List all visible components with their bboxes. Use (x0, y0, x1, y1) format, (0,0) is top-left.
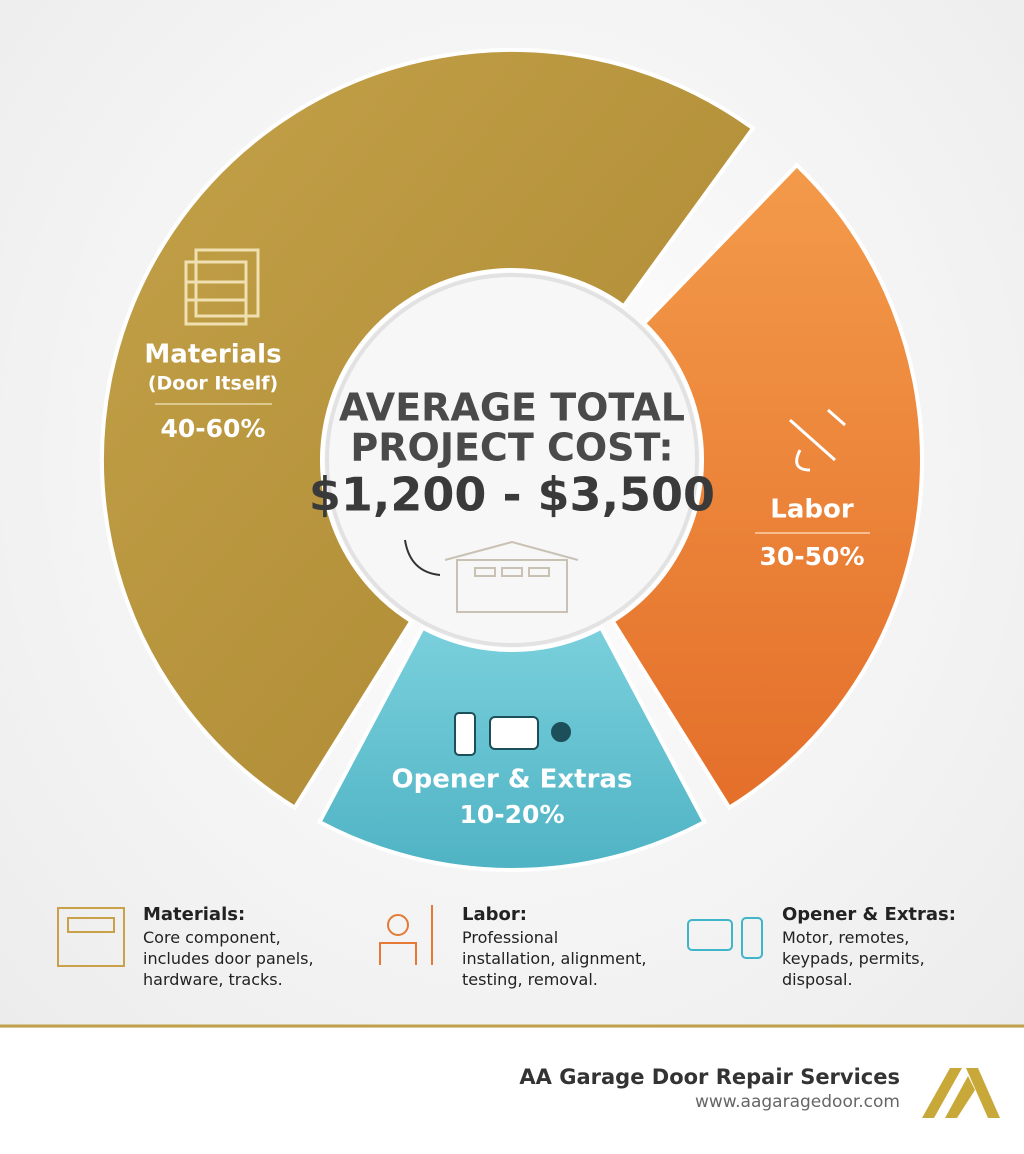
window (528, 567, 550, 577)
door (456, 559, 568, 613)
donut-segment (609, 162, 924, 811)
window (501, 567, 523, 577)
legend-icon (687, 917, 763, 959)
legend-text: disposal. (782, 970, 853, 989)
center-cost: $1,200 - $3,500 (309, 468, 715, 522)
segment-label: Labor (770, 495, 854, 525)
logo-stroke (966, 1068, 1000, 1118)
plus (551, 722, 571, 742)
legend-title: Opener & Extras: (782, 904, 956, 925)
legend-text: Motor, remotes, (782, 928, 909, 947)
legend-icon (379, 905, 433, 965)
legend-text: Professional (462, 928, 558, 947)
segment-share: 30-50% (759, 542, 864, 571)
segment-label: Opener & Extras (392, 765, 633, 795)
footer-bg (0, 1028, 1024, 1154)
materials-icon (184, 248, 260, 326)
legend-icon (57, 907, 125, 967)
donut-segment (100, 48, 756, 811)
center-title: PROJECT COST: (350, 426, 673, 470)
donut (100, 48, 924, 872)
window (474, 567, 496, 577)
logo-stroke (922, 1068, 962, 1118)
segment-share: 10-20% (459, 800, 564, 829)
segment-share: 40-60% (160, 414, 265, 443)
center-disc (325, 273, 699, 647)
remote (741, 917, 763, 959)
legend-text: hardware, tracks. (143, 970, 283, 989)
legend-text: includes door panels, (143, 949, 314, 968)
logo (922, 1068, 1000, 1118)
arrow (404, 539, 441, 576)
roof (444, 540, 579, 561)
panel (184, 260, 248, 326)
legend-title: Materials: (143, 904, 245, 925)
legend-text: Core component, (143, 928, 281, 947)
remote (454, 712, 476, 756)
segment-sublabel: (Door Itself) (148, 373, 278, 395)
segment-label: Materials (144, 340, 281, 370)
motor (687, 919, 733, 951)
center-title: AVERAGE TOTAL (339, 386, 685, 430)
body (379, 905, 433, 965)
garage (57, 907, 125, 967)
legend-text: installation, alignment, (462, 949, 646, 968)
garage-icon (404, 539, 579, 613)
labor-icon (789, 408, 846, 472)
legend-text: keypads, permits, (782, 949, 925, 968)
website: www.aagaragedoor.com (695, 1092, 900, 1112)
legend: Materials: Core component, includes door p… (143, 904, 956, 989)
wrench (789, 408, 846, 472)
legend-title: Labor: (462, 904, 527, 925)
legend-text: testing, removal. (462, 970, 598, 989)
window (67, 917, 115, 933)
head (387, 914, 409, 936)
opener-icon (454, 712, 571, 756)
company: AA Garage Door Repair Services (519, 1065, 900, 1089)
motor (489, 716, 539, 750)
logo-stroke (945, 1076, 975, 1118)
